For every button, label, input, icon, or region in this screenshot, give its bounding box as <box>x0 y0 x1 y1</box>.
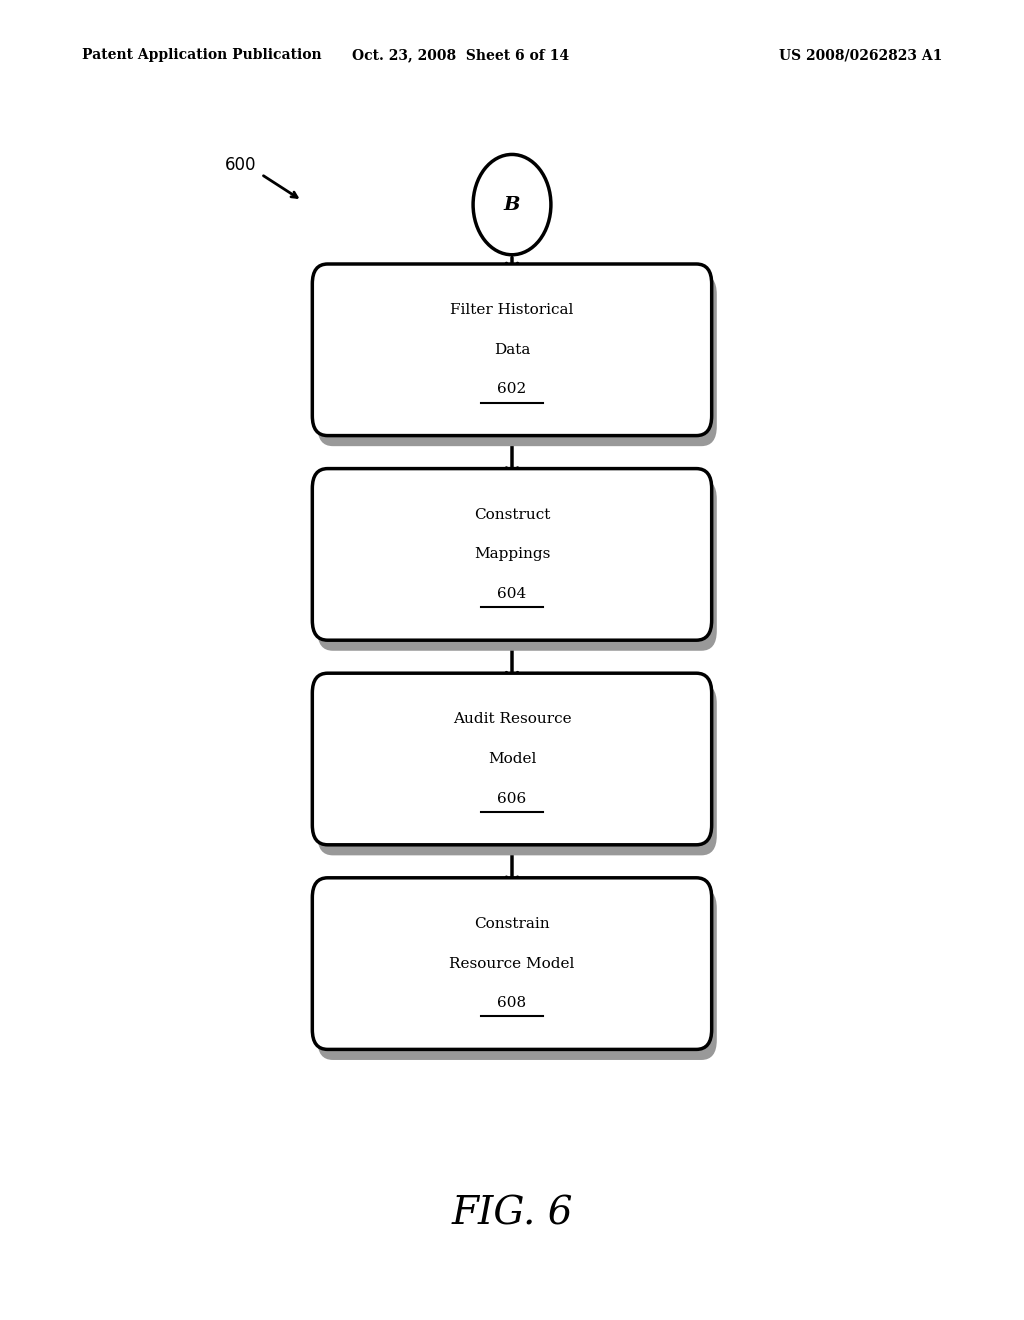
Text: Model: Model <box>487 752 537 766</box>
FancyBboxPatch shape <box>312 469 712 640</box>
Text: FIG. 6: FIG. 6 <box>452 1196 572 1233</box>
Text: Audit Resource: Audit Resource <box>453 713 571 726</box>
FancyBboxPatch shape <box>312 878 712 1049</box>
FancyBboxPatch shape <box>317 275 717 446</box>
FancyBboxPatch shape <box>317 479 717 651</box>
Text: Filter Historical: Filter Historical <box>451 304 573 317</box>
Text: Data: Data <box>494 343 530 356</box>
Text: Construct: Construct <box>474 508 550 521</box>
Text: 604: 604 <box>498 587 526 601</box>
Text: 606: 606 <box>498 792 526 805</box>
Text: US 2008/0262823 A1: US 2008/0262823 A1 <box>778 49 942 62</box>
Text: 600: 600 <box>225 156 257 174</box>
Text: B: B <box>504 195 520 214</box>
Text: Constrain: Constrain <box>474 917 550 931</box>
FancyBboxPatch shape <box>317 684 717 855</box>
FancyBboxPatch shape <box>312 264 712 436</box>
Text: Oct. 23, 2008  Sheet 6 of 14: Oct. 23, 2008 Sheet 6 of 14 <box>352 49 569 62</box>
Text: Resource Model: Resource Model <box>450 957 574 970</box>
Text: Mappings: Mappings <box>474 548 550 561</box>
Text: Patent Application Publication: Patent Application Publication <box>82 49 322 62</box>
Text: 608: 608 <box>498 997 526 1010</box>
Text: 602: 602 <box>498 383 526 396</box>
FancyBboxPatch shape <box>312 673 712 845</box>
FancyBboxPatch shape <box>317 888 717 1060</box>
